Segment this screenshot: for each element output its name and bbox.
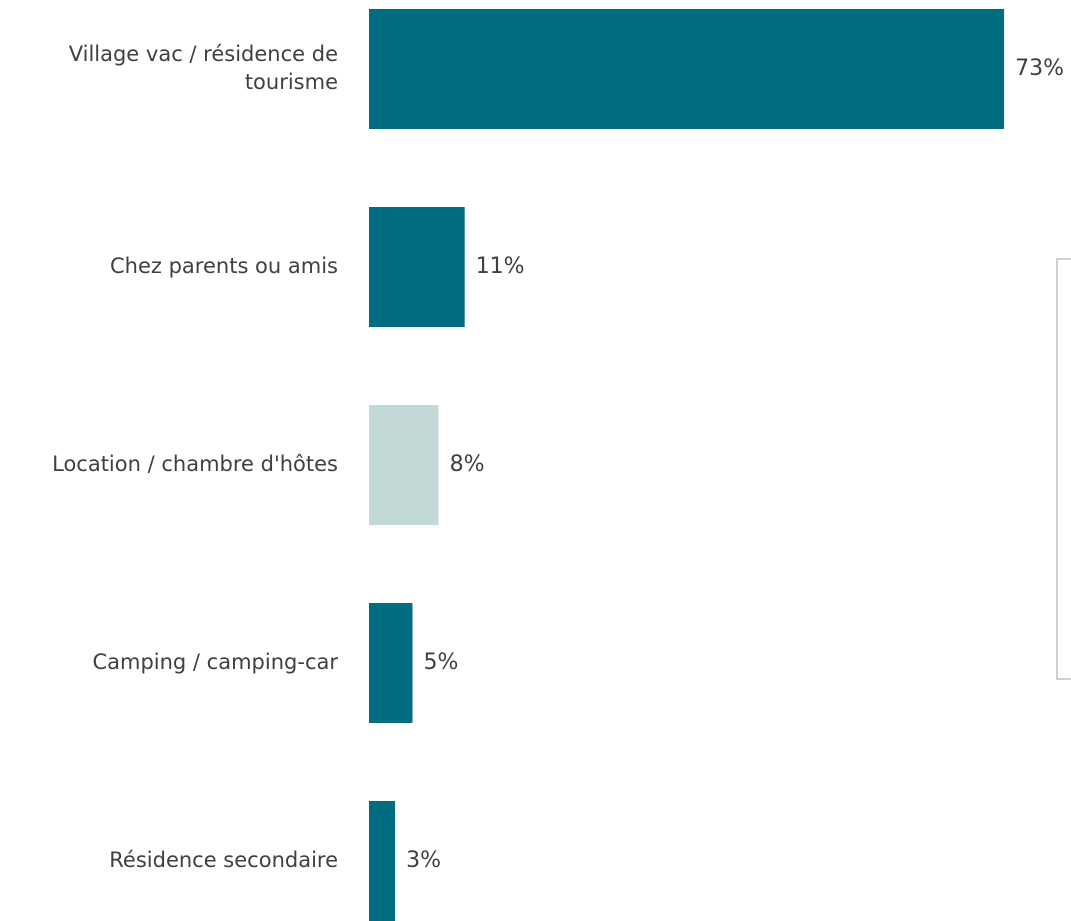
category-labels-group: Village vac / résidence de tourisme Chez p… [52, 42, 338, 872]
category-label-1-line-0: Chez parents ou amis [110, 254, 338, 278]
side-bracket-decoration [1056, 258, 1071, 680]
bar-4 [369, 801, 396, 921]
bars-group [369, 9, 1005, 921]
value-label-4: 3% [406, 848, 441, 873]
bar-1 [369, 207, 465, 327]
bar-3 [369, 603, 413, 723]
value-label-2: 8% [450, 452, 485, 477]
category-label-0: Village vac / résidence de tourisme [69, 42, 338, 94]
category-label-0-line-0: Village vac / résidence de [69, 42, 338, 66]
value-label-1: 11% [476, 254, 525, 279]
category-label-4-line-0: Résidence secondaire [109, 848, 338, 872]
value-labels-group: 73% 11% 8% 5% 3% [406, 56, 1064, 873]
category-label-0-line-1: tourisme [245, 70, 338, 94]
category-label-2-line-0: Location / chambre d'hôtes [52, 452, 338, 476]
category-label-2: Location / chambre d'hôtes [52, 452, 338, 476]
category-label-1: Chez parents ou amis [110, 254, 338, 278]
category-label-3-line-0: Camping / camping-car [92, 650, 338, 674]
category-label-4: Résidence secondaire [109, 848, 338, 872]
bar-2 [369, 405, 439, 525]
value-label-0: 73% [1015, 56, 1064, 81]
value-label-3: 5% [424, 650, 459, 675]
category-label-3: Camping / camping-car [92, 650, 338, 674]
bar-0 [369, 9, 1005, 129]
